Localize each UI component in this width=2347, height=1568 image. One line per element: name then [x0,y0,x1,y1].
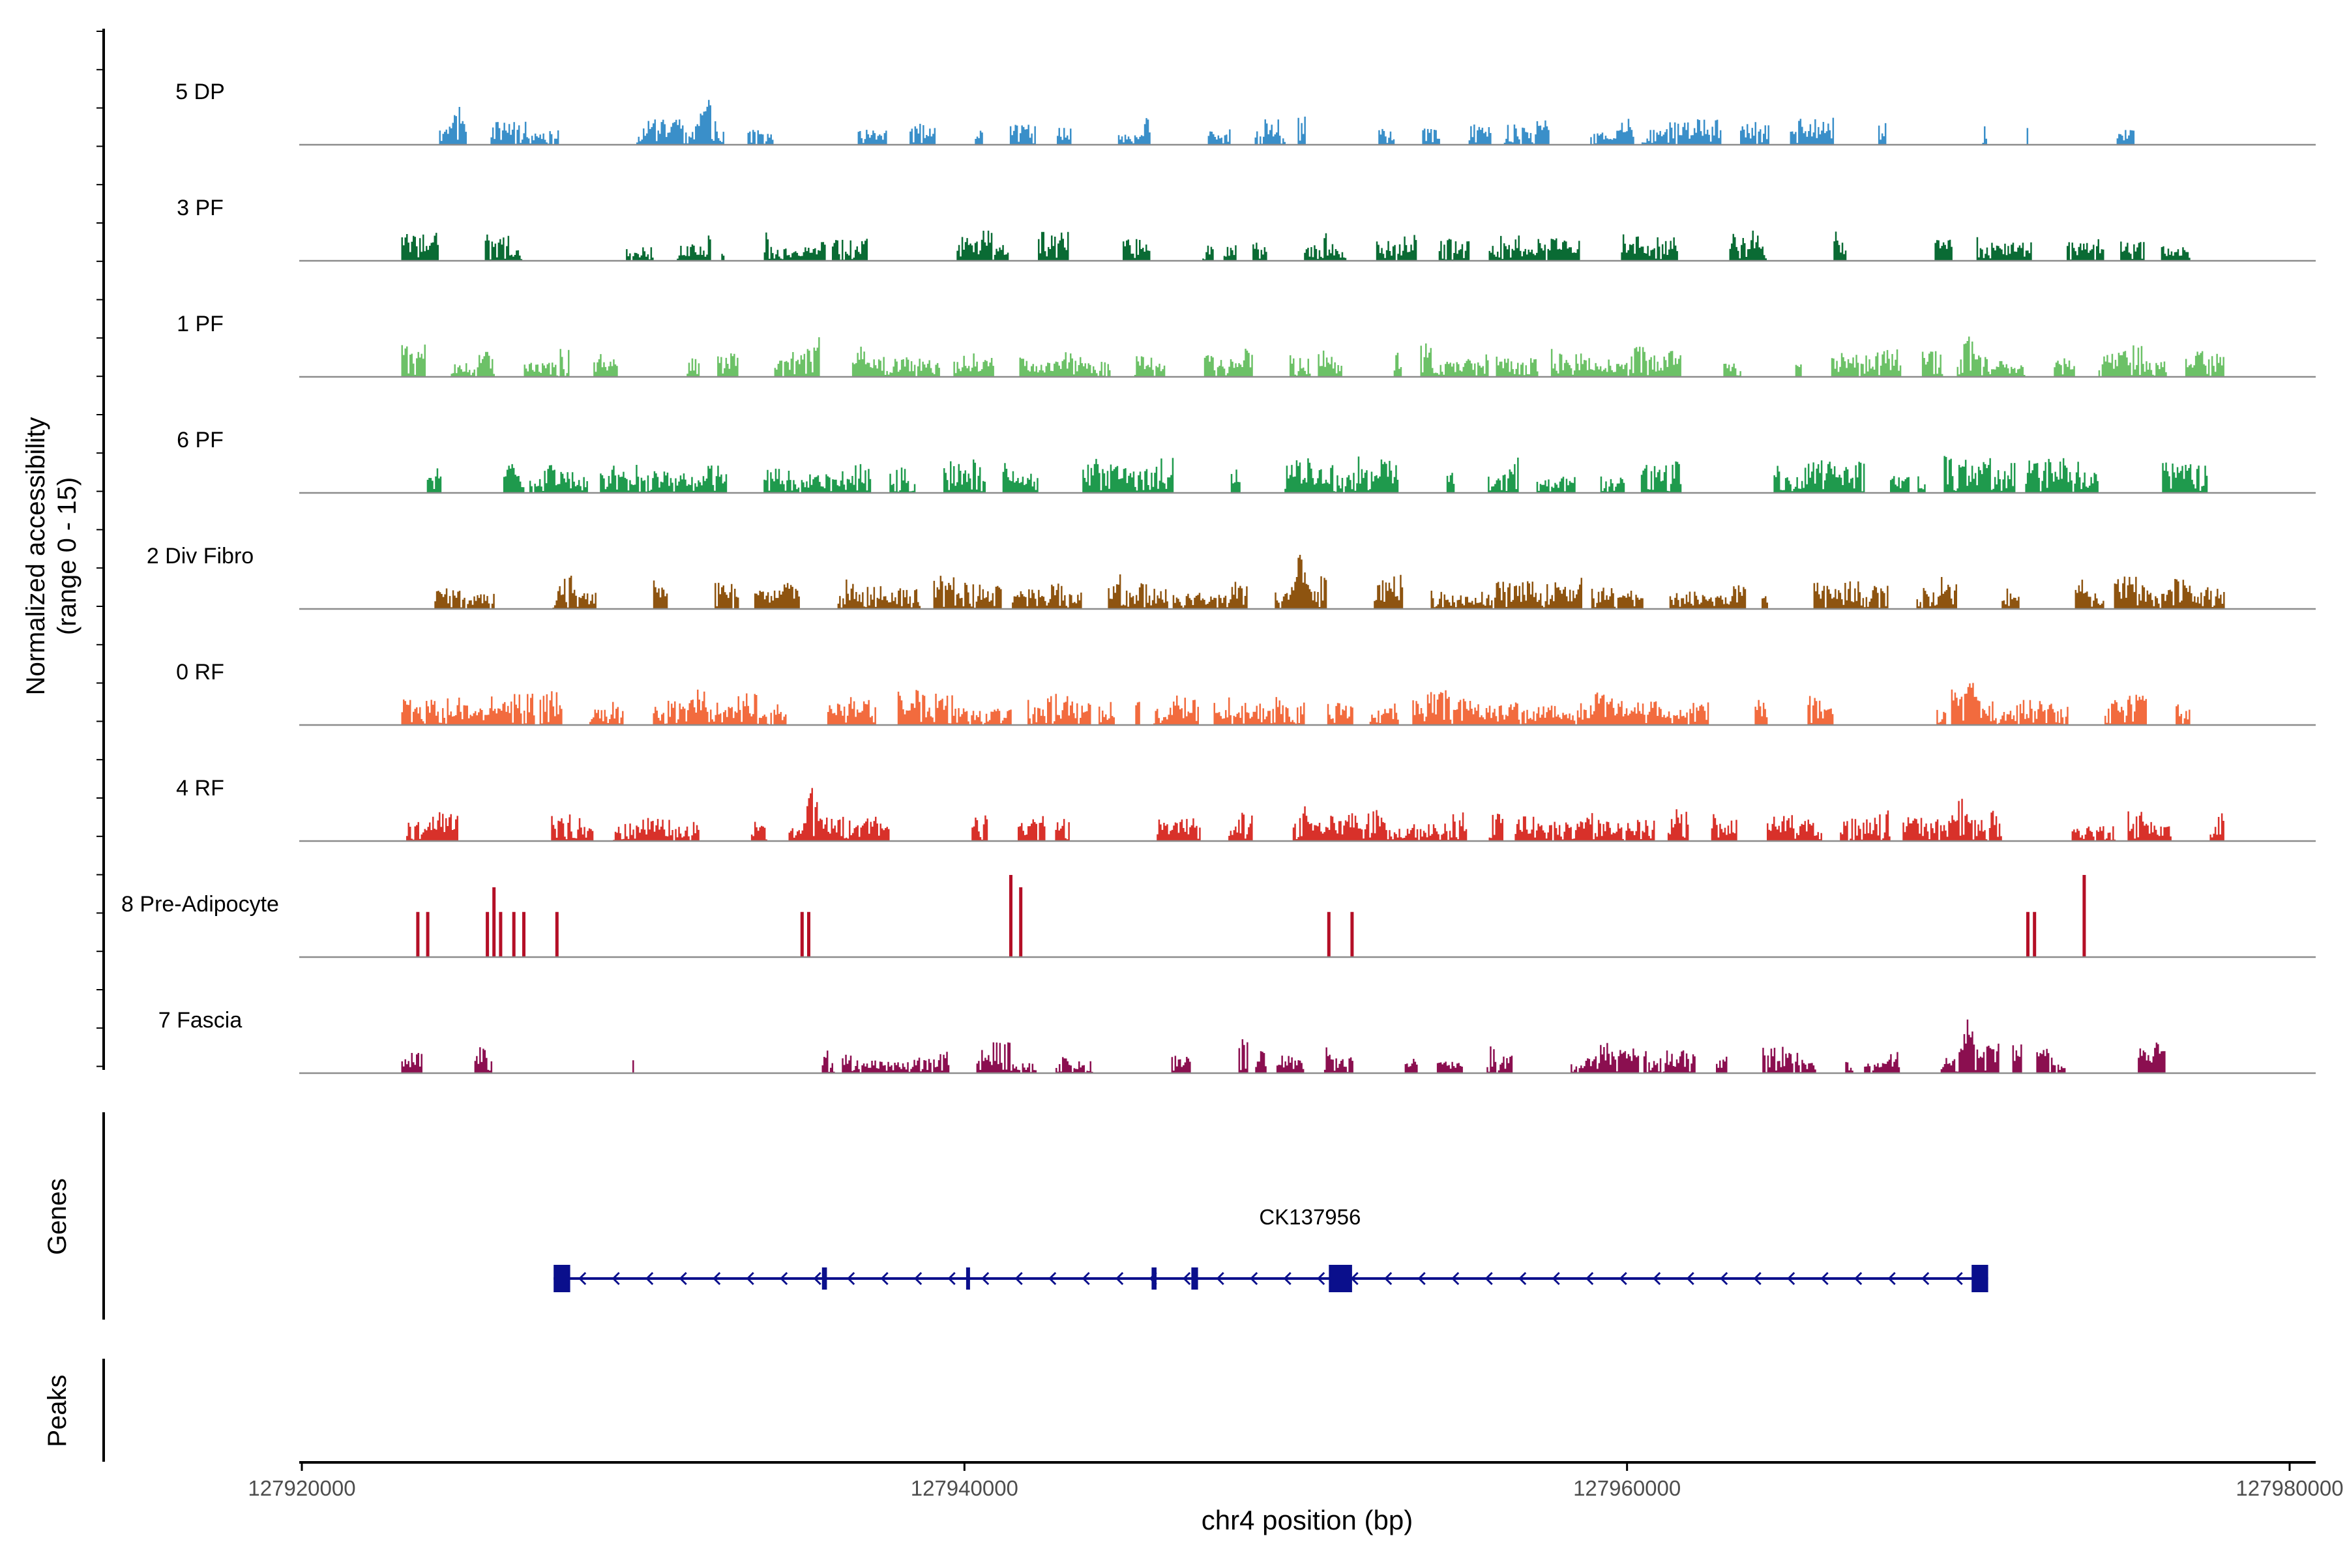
gene-exon [966,1267,970,1290]
track-label: 0 RF [176,660,224,685]
track-label: 3 PF [177,196,224,220]
x-tick-label: 127960000 [1573,1476,1681,1500]
gene-exon [1329,1265,1352,1292]
track-label: 6 PF [177,428,224,452]
coverage-tracks: 5 DP 3 PF 1 PF 6 PF 2 Div Fibro 0 RF 4 RF 8 Pre… [121,80,2316,1074]
genes-track: CK137956 [554,1205,1988,1292]
peaks-label: Peaks [43,1374,72,1447]
track-label: 1 PF [177,312,224,336]
genes-label: Genes [43,1178,72,1255]
x-axis-title: chr4 position (bp) [1202,1505,1413,1535]
x-axis-ticks: 127920000 127940000 127960000 127980000 [248,1462,2344,1500]
coverage-track: 7 Fascia [158,1008,2316,1074]
coverage-signal [401,230,2191,261]
gene-exon [554,1265,570,1292]
x-tick-label: 127940000 [911,1476,1018,1500]
track-label: 8 Pre-Adipocyte [121,892,279,917]
track-label: 5 DP [175,80,225,104]
coverage-signal [406,788,2224,841]
coverage-track: 6 PF [177,428,2316,494]
coverage-signal [401,1019,2166,1073]
track-label: 7 Fascia [158,1008,243,1033]
coverage-y-ticks [96,31,104,1067]
gene-exon [1971,1265,1988,1292]
gene-exon [1151,1267,1157,1290]
coverage-track: 8 Pre-Adipocyte [121,875,2316,958]
coverage-track: 4 RF [176,776,2316,842]
coverage-track: 5 DP [175,80,2316,146]
track-label: 2 Div Fibro [147,544,254,569]
coverage-track: 3 PF [177,196,2316,262]
gene-name: CK137956 [1259,1205,1361,1229]
coverage-track: 1 PF [177,312,2316,378]
y-axis-label: Normalized accessibility (range 0 - 15) [22,417,81,696]
y-axis-range: (range 0 - 15) [53,477,81,635]
track-label: 4 RF [176,776,224,801]
coverage-track: 0 RF [176,660,2316,726]
x-tick-label: 127980000 [2236,1476,2343,1500]
coverage-signal [426,456,2208,493]
gene-exon [1191,1267,1198,1290]
gene-exon [821,1267,827,1290]
x-tick-label: 127920000 [248,1476,355,1500]
y-axis-title: Normalized accessibility [22,417,50,696]
coverage-track: 2 Div Fibro [147,544,2316,610]
coverage-signal [401,683,2191,725]
coverage-signal [401,336,2224,377]
